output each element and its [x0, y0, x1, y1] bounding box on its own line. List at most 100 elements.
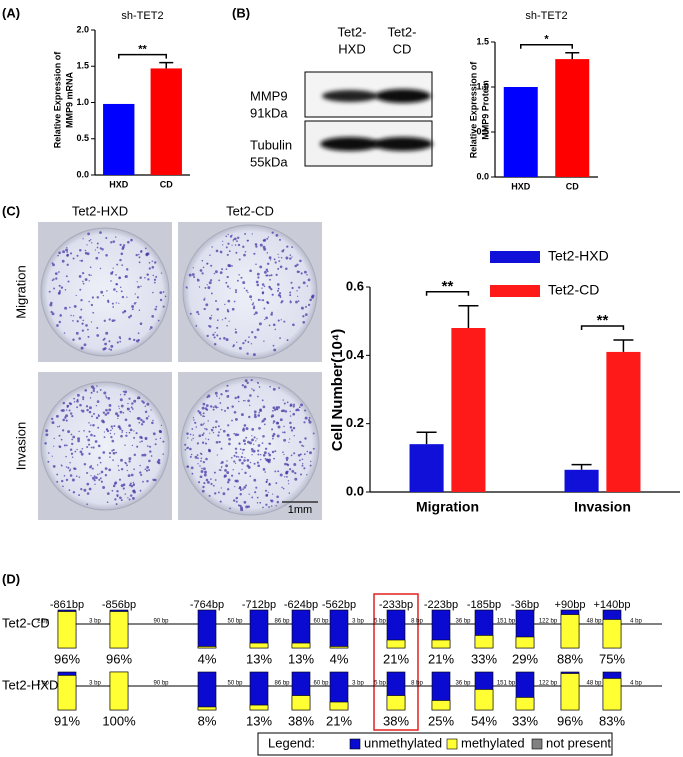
- colony-dot: [64, 306, 68, 310]
- colony-dot: [265, 494, 269, 497]
- colony-dot: [239, 486, 242, 488]
- colony-dot: [186, 465, 189, 468]
- colony-dot: [228, 442, 231, 446]
- colony-dot: [130, 406, 133, 409]
- significance-label: *: [544, 34, 549, 46]
- colony-dot: [80, 487, 83, 491]
- colony-dot: [289, 438, 291, 440]
- percent-label: 33%: [471, 651, 497, 666]
- gap-label: 3 bp: [352, 619, 364, 625]
- colony-dot: [117, 417, 119, 420]
- colony-dot: [285, 256, 289, 260]
- colony-dot: [135, 432, 138, 435]
- colony-dot: [66, 246, 68, 249]
- colony-dot: [142, 401, 145, 404]
- colony-dot: [139, 471, 142, 474]
- colony-dot: [249, 295, 253, 299]
- colony-dot: [116, 490, 119, 493]
- colony-dot: [232, 499, 236, 502]
- colony-dot: [260, 299, 262, 301]
- colony-dot: [122, 311, 125, 314]
- colony-dot: [252, 389, 255, 392]
- colony-dot: [214, 426, 217, 429]
- legend-label: Tet2-CD: [548, 282, 599, 298]
- colony-dot: [291, 256, 293, 258]
- colony-dot: [274, 470, 277, 473]
- colony-dot: [244, 457, 246, 459]
- colony-dot: [96, 385, 98, 387]
- colony-dot: [119, 243, 122, 247]
- cpg-box: [249, 609, 269, 649]
- colony-dot: [90, 433, 93, 437]
- colony-dot: [96, 242, 99, 245]
- gap-label: 4 bp: [630, 681, 642, 687]
- colony-dot: [104, 413, 108, 416]
- colony-dot: [198, 434, 202, 438]
- colony-dot: [90, 446, 93, 449]
- percent-label: 83%: [599, 713, 625, 728]
- colony-dot: [111, 439, 115, 443]
- colony-dot: [209, 316, 212, 320]
- colony-dot: [283, 402, 286, 405]
- colony-dot: [151, 315, 155, 318]
- legend-swatch: [490, 251, 540, 263]
- colony-dot: [272, 344, 275, 347]
- colony-dot: [76, 399, 79, 403]
- colony-dot: [96, 246, 99, 249]
- dish: [40, 227, 170, 357]
- photo-column-label: Tet2-CD: [226, 203, 274, 218]
- colony-dot: [289, 421, 292, 425]
- colony-dot: [201, 272, 204, 275]
- colony-dot: [290, 281, 293, 284]
- colony-dot: [256, 461, 259, 464]
- colony-dot: [101, 419, 105, 423]
- colony-dot: [241, 461, 244, 465]
- colony-dot: [251, 331, 254, 334]
- colony-dot: [137, 417, 141, 420]
- colony-dot: [282, 399, 284, 401]
- colony-dot: [229, 287, 231, 289]
- colony-dot: [127, 474, 131, 477]
- colony-dot: [133, 490, 136, 494]
- significance-label: **: [138, 44, 147, 56]
- photo-column-label: Tet2-HXD: [72, 203, 128, 218]
- colony-dot: [220, 467, 223, 469]
- colony-dot: [279, 265, 283, 269]
- colony-dot: [154, 478, 157, 482]
- colony-dot: [209, 405, 213, 408]
- colony-dot: [116, 290, 118, 293]
- colony-dot: [198, 411, 202, 415]
- colony-dot: [263, 451, 267, 455]
- colony-dot: [257, 453, 260, 456]
- colony-dot: [131, 402, 134, 405]
- colony-dot: [112, 267, 114, 269]
- colony-dot: [264, 318, 266, 321]
- colony-dot: [268, 286, 272, 289]
- colony-dot: [159, 291, 163, 294]
- colony-dot: [286, 401, 289, 404]
- colony-dot: [286, 245, 289, 248]
- colony-dot: [211, 429, 214, 432]
- colony-dot: [47, 452, 50, 454]
- colony-dot: [121, 295, 125, 299]
- colony-dot: [282, 409, 285, 413]
- colony-dot: [213, 336, 216, 339]
- colony-dot: [84, 249, 87, 252]
- colony-dot: [223, 337, 226, 340]
- colony-dot: [185, 286, 188, 288]
- colony-dot: [210, 478, 212, 480]
- colony-dot: [155, 305, 158, 308]
- legend-label: methylated: [461, 735, 525, 750]
- colony-dot: [307, 418, 311, 422]
- colony-dot: [275, 505, 277, 507]
- colony-dot: [253, 313, 256, 316]
- colony-dot: [306, 285, 309, 287]
- colony-dot: [72, 435, 76, 439]
- colony-dot: [299, 473, 303, 476]
- colony-dot: [266, 252, 269, 254]
- colony-dot: [99, 388, 102, 391]
- colony-dot: [306, 273, 308, 276]
- panel-label: (A): [2, 5, 20, 20]
- colony-dot: [214, 492, 217, 495]
- colony-dot: [191, 439, 193, 441]
